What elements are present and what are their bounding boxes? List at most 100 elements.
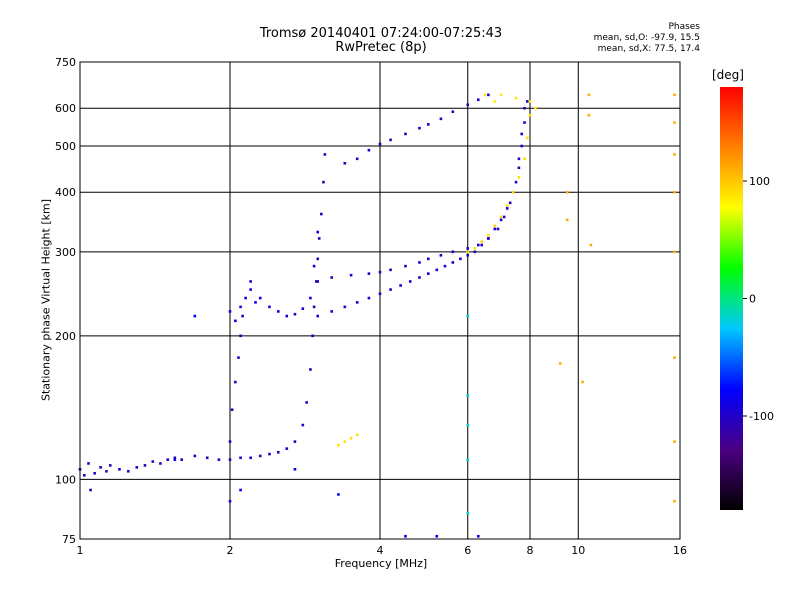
data-point	[565, 218, 569, 222]
chart-subtitle: RwPretec (8p)	[335, 40, 427, 55]
data-point	[525, 100, 529, 103]
colorbar-unit: [deg]	[712, 68, 744, 82]
data-point	[239, 456, 242, 460]
data-point	[466, 423, 470, 427]
data-point	[480, 240, 484, 244]
data-point	[135, 466, 139, 469]
data-point	[466, 247, 470, 250]
data-point	[523, 157, 526, 161]
data-point	[487, 237, 490, 240]
data-point	[349, 273, 353, 277]
data-point	[93, 471, 96, 475]
y-tick-label: 750	[55, 56, 76, 69]
plot-frame	[79, 61, 681, 540]
data-point	[466, 253, 470, 257]
data-point	[389, 138, 392, 142]
data-point	[673, 93, 676, 97]
data-point	[483, 93, 487, 97]
data-point	[466, 511, 470, 515]
x-tick-label: 1	[77, 544, 84, 557]
data-point	[173, 456, 177, 460]
data-point	[305, 401, 308, 404]
data-point	[316, 230, 320, 234]
data-point	[217, 458, 221, 461]
data-point	[293, 312, 297, 316]
data-point	[309, 296, 312, 300]
colorbar-tick-label: 0	[749, 293, 756, 306]
data-point	[230, 408, 234, 412]
data-point	[166, 458, 170, 461]
data-point	[258, 454, 262, 458]
data-point	[316, 280, 320, 283]
data-points	[78, 93, 676, 538]
x-tick-label: 10	[571, 544, 585, 557]
data-point	[349, 436, 353, 440]
data-point	[180, 458, 184, 461]
data-point	[258, 296, 262, 300]
data-point	[459, 257, 462, 261]
data-point	[239, 488, 242, 492]
data-point	[330, 310, 334, 313]
y-tick-label: 400	[55, 186, 76, 199]
data-point	[241, 314, 244, 318]
data-point	[404, 132, 407, 136]
x-axis-label: Frequency [MHz]	[334, 557, 428, 570]
colorbar-tick-label: -100	[749, 410, 774, 423]
data-point	[517, 166, 521, 170]
data-point	[587, 93, 591, 97]
data-point	[337, 443, 340, 447]
data-point	[237, 356, 240, 359]
grid-lines	[80, 62, 680, 539]
data-point	[317, 237, 321, 240]
data-point	[378, 292, 382, 296]
data-point	[466, 250, 470, 254]
data-point	[239, 305, 242, 309]
data-point	[673, 121, 676, 124]
phases-x-mode-stats: mean, sd,X: 77.5, 17.4	[597, 44, 700, 54]
data-point	[389, 288, 392, 291]
data-point	[105, 469, 108, 473]
data-point	[367, 148, 371, 152]
x-tick-label: 4	[377, 544, 384, 557]
data-point	[523, 106, 526, 110]
y-tick-label: 100	[55, 473, 76, 486]
y-tick-label: 200	[55, 330, 76, 343]
data-point	[205, 456, 209, 460]
data-point	[355, 157, 359, 161]
data-point	[108, 464, 112, 467]
data-point	[234, 380, 237, 384]
data-point	[589, 243, 593, 247]
data-point	[473, 250, 477, 254]
data-point	[193, 314, 197, 318]
colorbar	[720, 87, 743, 510]
data-point	[523, 121, 526, 124]
data-point	[320, 212, 323, 216]
data-point	[466, 314, 470, 318]
data-point	[309, 368, 312, 371]
data-point	[268, 305, 271, 309]
data-point	[426, 257, 430, 261]
data-point	[418, 126, 421, 130]
data-point	[443, 264, 447, 268]
data-point	[228, 440, 232, 443]
data-point	[477, 534, 480, 538]
data-point	[673, 153, 676, 156]
data-point	[673, 440, 676, 443]
data-point	[268, 452, 271, 456]
data-point	[228, 458, 232, 461]
data-point	[254, 301, 257, 304]
data-point	[285, 314, 289, 318]
data-point	[508, 201, 512, 205]
data-point	[330, 276, 334, 279]
data-point	[451, 261, 455, 264]
colorbar-ticks: 100 0 -100	[743, 175, 774, 423]
data-point	[673, 499, 676, 503]
data-point	[343, 440, 347, 443]
data-point	[323, 153, 327, 156]
data-point	[311, 334, 314, 338]
y-ticks: 75 100 200 300 400 500 600 750	[55, 56, 76, 546]
data-point	[581, 380, 584, 384]
data-point	[466, 458, 470, 461]
data-point	[520, 132, 524, 136]
